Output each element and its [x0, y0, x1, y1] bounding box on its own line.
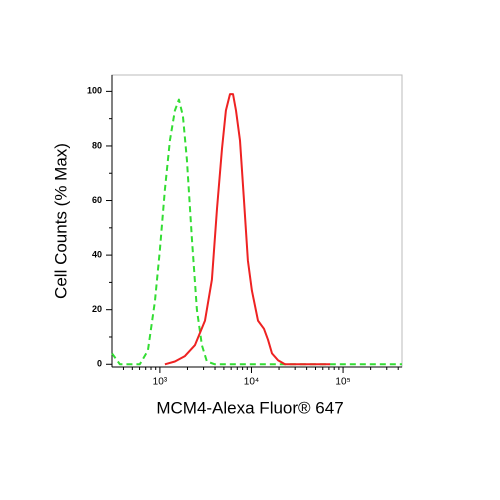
histogram-line: [111, 98, 402, 366]
x-tick-label: 10³: [153, 377, 168, 388]
x-tick-label: 10⁴: [244, 377, 259, 388]
y-tick-label: 80: [92, 140, 102, 150]
x-tick-label: 10⁵: [335, 377, 350, 388]
y-tick-label: 0: [97, 359, 102, 369]
y-tick-label: 100: [87, 86, 102, 96]
histogram-line: [164, 93, 331, 366]
y-tick-label: 60: [92, 195, 102, 205]
x-axis-label: MCM4-Alexa Fluor® 647: [156, 398, 343, 417]
y-tick-label: 40: [92, 249, 102, 259]
y-tick-label: 20: [92, 304, 102, 314]
plot-frame: [111, 74, 403, 368]
y-axis-label: Cell Counts (% Max): [51, 143, 70, 299]
